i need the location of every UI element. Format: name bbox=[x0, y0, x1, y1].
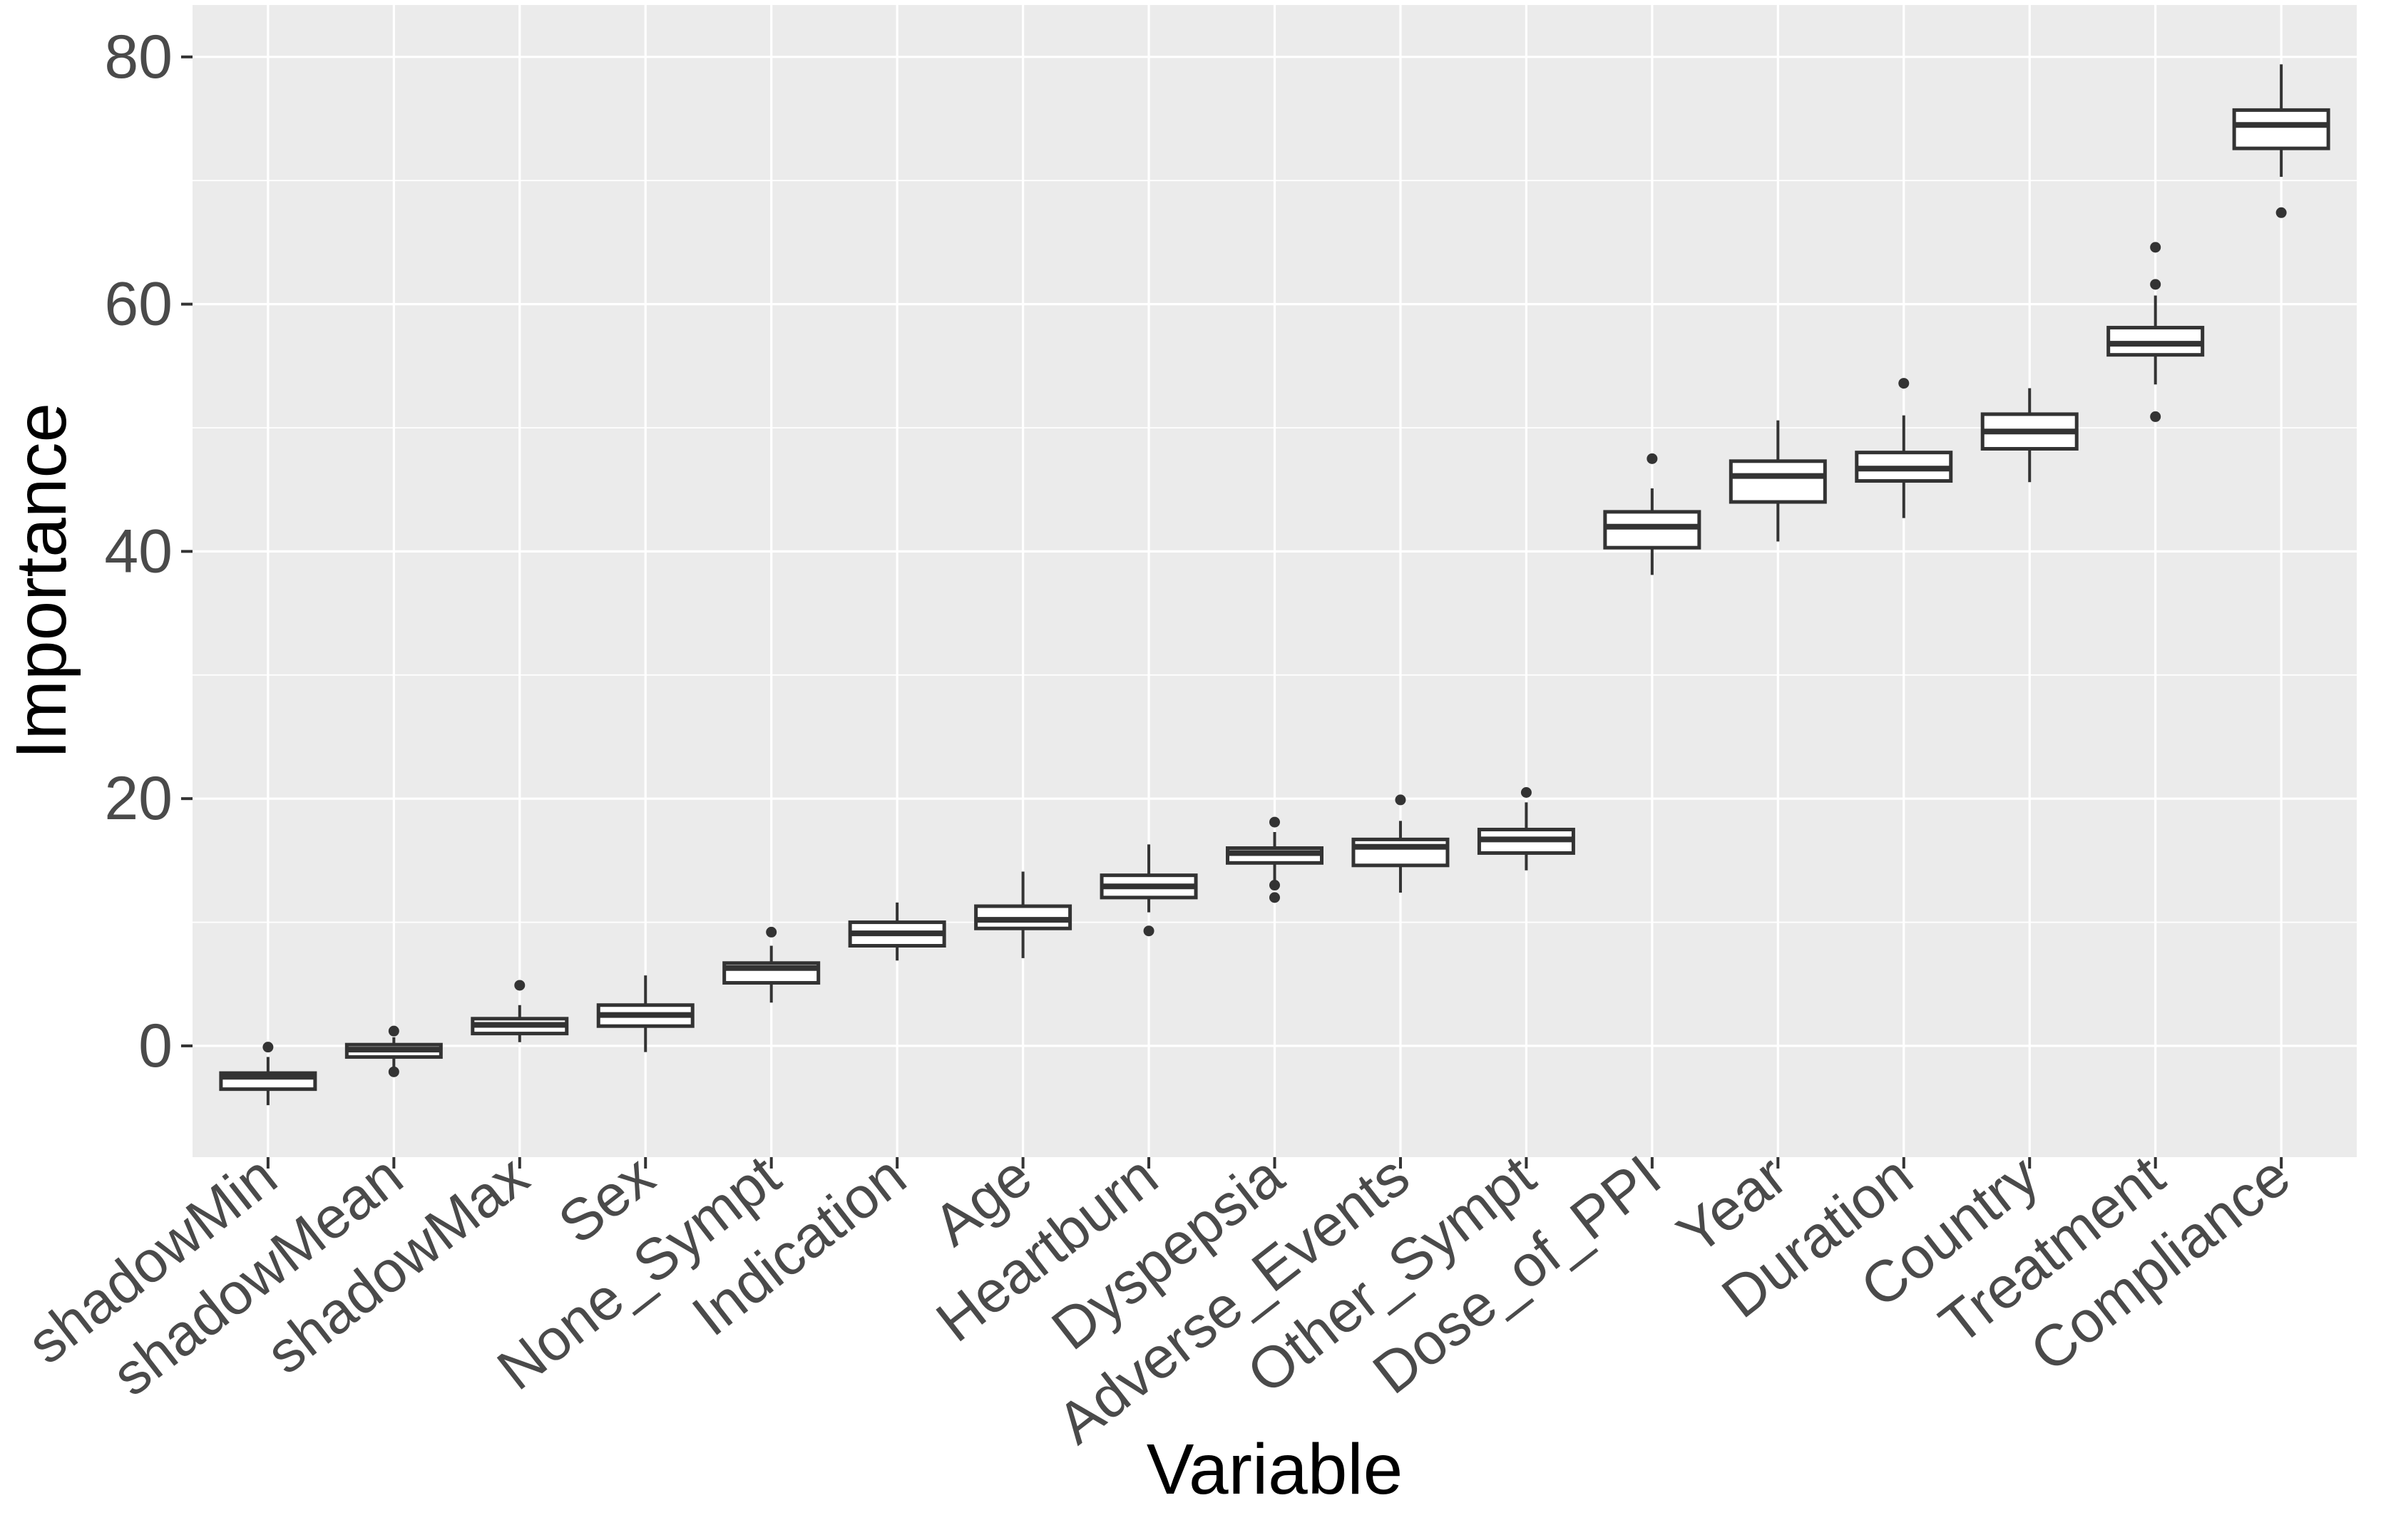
y-axis-title: Importance bbox=[1, 403, 81, 759]
boxplot-None_Sympt bbox=[722, 926, 821, 1003]
y-tick-label: 60 bbox=[104, 270, 173, 339]
boxplot-Sex bbox=[596, 975, 695, 1052]
y-tick-label: 80 bbox=[104, 23, 173, 91]
outlier-dot bbox=[1647, 453, 1658, 464]
boxplot-shadowMean bbox=[344, 1025, 443, 1077]
outlier-dot bbox=[1395, 794, 1406, 806]
outlier-dot bbox=[1898, 378, 1910, 389]
outlier-dot bbox=[2150, 242, 2161, 253]
iqr-box bbox=[2232, 108, 2330, 150]
boxplot-Indication bbox=[848, 902, 946, 961]
outlier-dot bbox=[766, 926, 777, 938]
outlier-dot bbox=[2275, 207, 2287, 218]
outlier-dot bbox=[2150, 411, 2161, 422]
boxplot-Adverse_Events bbox=[1351, 794, 1450, 893]
outlier-dot bbox=[1269, 880, 1280, 891]
axis-ticks bbox=[181, 55, 2283, 1169]
boxplot-Heartburn bbox=[1100, 844, 1198, 937]
boxplot-Compliance bbox=[2232, 64, 2330, 218]
boxplot-Duration bbox=[1855, 378, 1953, 518]
outlier-dot bbox=[388, 1025, 399, 1037]
boxplot-Country bbox=[1980, 388, 2079, 483]
iqr-box bbox=[1729, 459, 1827, 504]
x-axis-title: Variable bbox=[1147, 1429, 1403, 1509]
y-tick-label: 20 bbox=[104, 764, 173, 833]
y-tick-label: 40 bbox=[104, 517, 173, 585]
iqr-box bbox=[1351, 837, 1450, 868]
boxplot-Age bbox=[974, 871, 1072, 958]
outlier-dot bbox=[514, 980, 526, 991]
boxplots bbox=[219, 64, 2330, 1106]
outlier-dot bbox=[1269, 892, 1280, 903]
boxplot-shadowMax bbox=[471, 980, 569, 1042]
boxplot-Dyspepsia bbox=[1226, 816, 1323, 903]
boxplot-Other_Sympt bbox=[1477, 786, 1575, 871]
outlier-dot bbox=[388, 1066, 399, 1077]
outlier-dot bbox=[1520, 786, 1532, 798]
outlier-dot bbox=[1143, 925, 1154, 937]
gridlines-major bbox=[193, 5, 2357, 1157]
boxplot-shadowMin bbox=[219, 1042, 317, 1106]
y-tick-label: 0 bbox=[138, 1012, 173, 1080]
outlier-dot bbox=[1269, 816, 1280, 828]
iqr-box bbox=[1603, 510, 1701, 550]
boxplot-Dose_of_PPI bbox=[1603, 453, 1701, 575]
outlier-dot bbox=[262, 1042, 274, 1053]
outlier-dot bbox=[2150, 279, 2161, 290]
boxplot-Treatment bbox=[2106, 242, 2205, 422]
boxplot-Year bbox=[1729, 420, 1827, 542]
